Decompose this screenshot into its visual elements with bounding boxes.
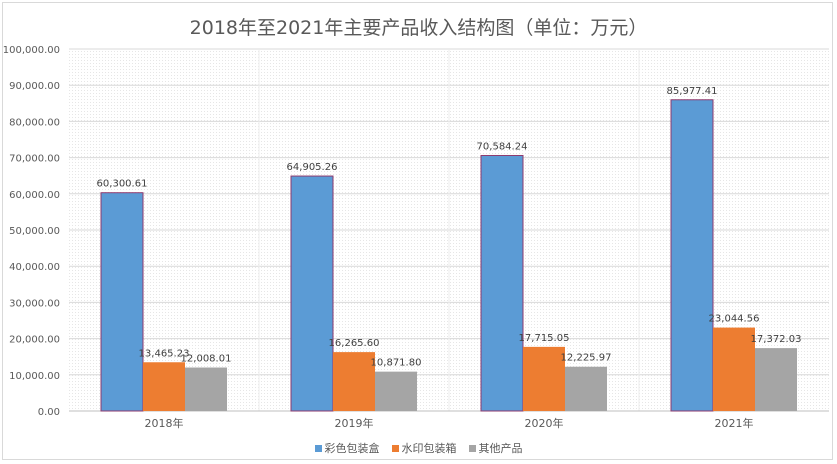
legend: 彩色包装盒 水印包装箱 其他产品 [3,440,834,456]
legend-swatch [391,444,399,452]
legend-swatch [468,444,476,452]
bar-0-3 [670,99,714,412]
data-label: 70,584.24 [477,141,528,152]
y-tick-label: 30,000.00 [9,298,60,309]
legend-item-1: 水印包装箱 [391,440,457,456]
x-tick-label: 2018年 [145,416,184,430]
chart-frame: 2018年至2021年主要产品收入结构图（单位：万元） 0.00 10,000.0… [2,2,833,460]
y-tick-label: 100,000.00 [3,45,60,56]
legend-item-2: 其他产品 [468,440,523,456]
x-tick-label: 2019年 [335,416,374,430]
y-tick-label: 40,000.00 [9,262,60,273]
y-tick-label: 20,000.00 [9,335,60,346]
legend-label: 彩色包装盒 [324,442,380,455]
data-label: 17,372.03 [751,334,802,345]
data-label: 60,300.61 [97,179,148,190]
bar-2-0 [185,367,227,411]
y-tick-label: 80,000.00 [9,117,60,128]
bar-2-2 [565,366,607,411]
bar-0-2 [480,154,524,412]
bar-2-3 [755,348,797,411]
bar-1-0 [143,362,185,411]
bar-1-2 [523,346,565,411]
data-label: 85,977.41 [667,86,718,97]
bar-0-1 [290,175,334,412]
bar-2-1 [375,371,417,411]
x-tick-label: 2020年 [525,416,564,430]
y-tick-label: 10,000.00 [9,371,60,382]
data-label: 13,465.23 [139,348,190,359]
bar-1-3 [713,327,755,411]
y-tick-label: 0.00 [38,407,60,418]
data-label: 10,871.80 [371,358,422,369]
data-label: 12,008.01 [181,354,232,365]
data-label: 23,044.56 [709,314,760,325]
data-label: 17,715.05 [519,333,570,344]
chart-title: 2018年至2021年主要产品收入结构图（单位：万元） [189,17,648,39]
y-tick-label: 90,000.00 [9,81,60,92]
legend-swatch [314,444,322,452]
y-tick-label: 60,000.00 [9,190,60,201]
legend-label: 其他产品 [478,442,523,455]
data-label: 64,905.26 [287,162,338,173]
bar-chart: 0.00 10,000.00 20,000.00 30,000.00 40,000.00… [3,45,829,430]
bar-1-1 [333,352,375,411]
y-tick-label: 70,000.00 [9,154,60,165]
data-label: 16,265.60 [329,338,380,349]
data-label: 12,225.97 [561,353,612,364]
bar-0-0 [100,192,144,412]
legend-item-0: 彩色包装盒 [314,440,380,456]
x-tick-label: 2021年 [715,416,754,430]
y-tick-label: 50,000.00 [9,226,60,237]
legend-label: 水印包装箱 [401,442,457,455]
